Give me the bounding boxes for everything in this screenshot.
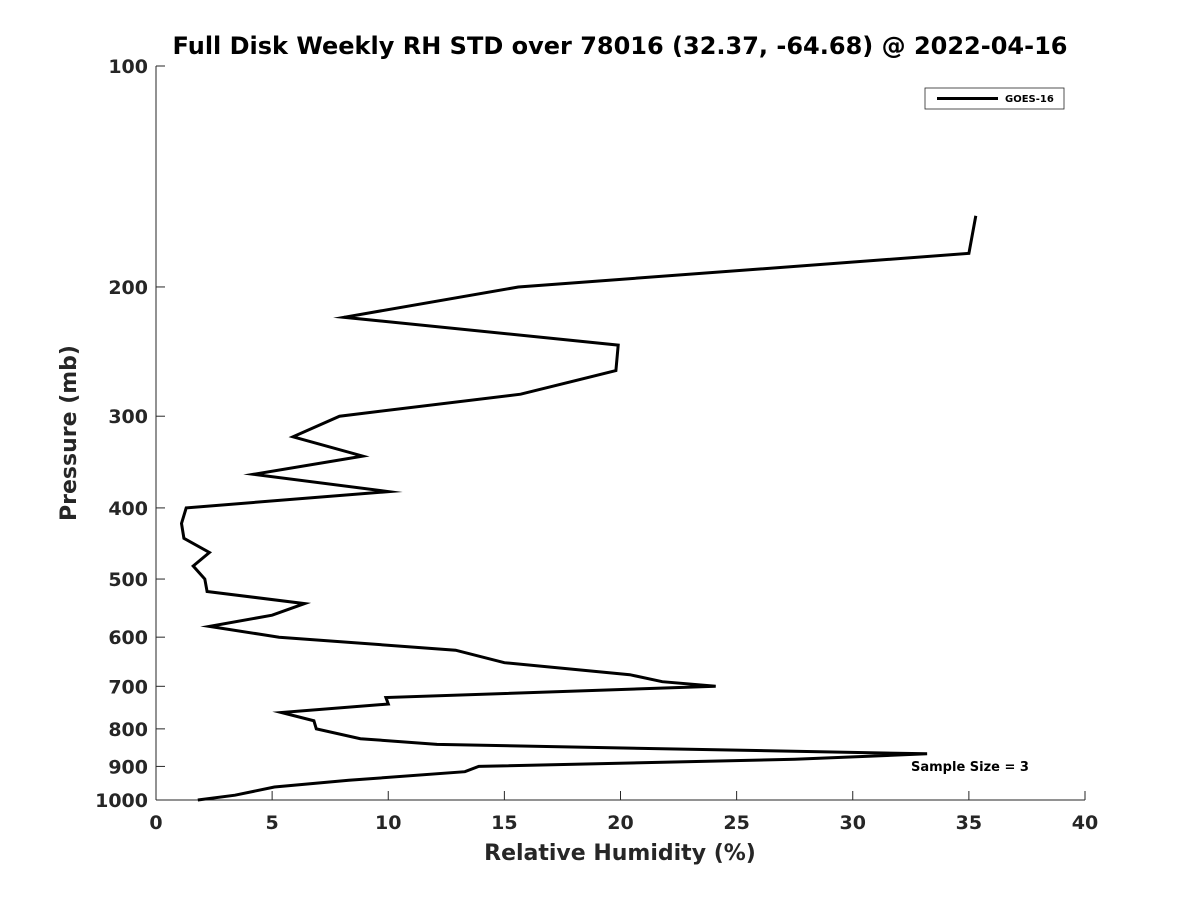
series-layer [179,215,978,802]
legend-entry-label: GOES-16 [1005,94,1054,105]
y-tick-label: 700 [108,676,148,698]
y-ticks: 100 200 300 400 500 600 700 800 900 1000 [95,56,165,812]
x-tick-label: 15 [491,812,517,834]
series-line-goes-16 [179,215,978,802]
chart-title: Full Disk Weekly RH STD over 78016 (32.3… [173,32,1068,60]
y-tick-label: 500 [108,569,148,591]
x-ticks: 0 5 10 15 20 25 30 35 40 [149,791,1098,834]
y-tick-label: 900 [108,756,148,778]
x-axis-label: Relative Humidity (%) [484,841,756,866]
x-tick-label: 20 [607,812,633,834]
x-tick-label: 0 [149,812,162,834]
y-tick-label: 200 [108,277,148,299]
x-tick-label: 30 [840,812,866,834]
x-tick-label: 10 [375,812,401,834]
y-axis-label: Pressure (mb) [57,345,82,521]
y-tick-label: 300 [108,406,148,428]
x-tick-label: 25 [723,812,749,834]
y-tick-label: 100 [108,56,148,78]
legend: GOES-16 [924,87,1065,110]
y-tick-label: 800 [108,719,148,741]
x-tick-label: 40 [1072,812,1098,834]
y-tick-label: 400 [108,498,148,520]
sample-size-annotation: Sample Size = 3 [911,760,1029,775]
y-tick-label: 1000 [95,790,148,812]
x-tick-label: 35 [956,812,982,834]
y-tick-label: 600 [108,627,148,649]
x-tick-label: 5 [266,812,279,834]
